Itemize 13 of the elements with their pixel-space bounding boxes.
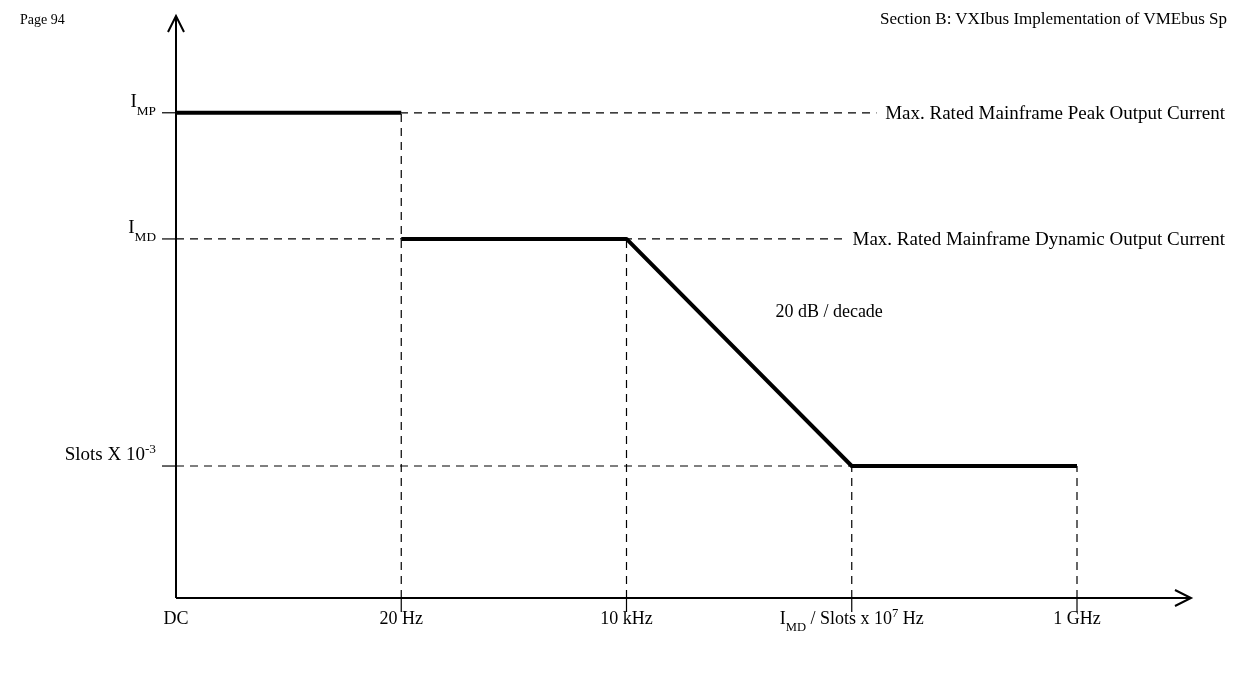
x-tick-label: DC — [163, 608, 189, 628]
x-tick-label: I$_{MD}$ / Slots x 10$^{7}$ Hz — [779, 606, 924, 634]
text: I$_{MD}$ — [128, 215, 157, 244]
ref-line-label: Max. Rated Mainframe Peak Output Current — [885, 101, 1226, 123]
x-tick-label: 10 kHz — [600, 608, 653, 628]
text: Slots X 10$^{-3}$ — [64, 440, 157, 465]
text: I$_{MP}$ — [130, 89, 156, 118]
ref-line-label: Max. Rated Mainframe Dynamic Output Current — [852, 227, 1226, 249]
annotation: 20 dB / decade — [775, 300, 883, 321]
x-tick-label: 1 GHz — [1053, 608, 1101, 628]
text: Page 94 — [20, 12, 65, 27]
x-tick-label: 20 Hz — [379, 608, 423, 628]
chart-title: Section B: VXIbus Implementation of VMEbus Sp — [880, 9, 1227, 28]
